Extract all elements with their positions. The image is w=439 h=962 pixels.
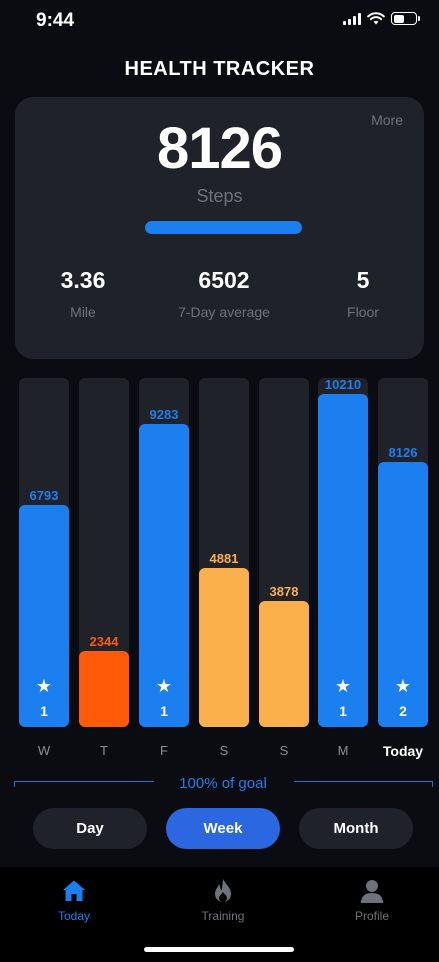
star-icon: ★: [35, 676, 53, 696]
status-time: 9:44: [36, 10, 75, 31]
bar-value-label: 8126: [388, 445, 418, 460]
star-count: 1: [40, 703, 48, 719]
stat-distance: 3.36 Mile: [43, 267, 123, 320]
bar-column[interactable]: 2344: [79, 378, 129, 727]
home-icon: [63, 880, 85, 901]
bottom-tab-bar: Today Training Profile: [0, 867, 439, 962]
tab-label: Profile: [354, 909, 389, 923]
stat-floors: 5 Floor: [323, 267, 403, 320]
steps-label: Steps: [196, 186, 243, 206]
tab-profile[interactable]: Profile: [327, 877, 417, 923]
bar-fill: [378, 462, 428, 727]
steps-summary-card: More 8126 Steps 3.36 Mile 6502 7-Day ave…: [15, 97, 424, 359]
steps-progress-fill: [145, 221, 302, 234]
day-label: Today: [382, 743, 424, 759]
star-count: 1: [160, 703, 168, 719]
star-count: 1: [339, 703, 347, 719]
tab-today[interactable]: Today: [29, 877, 119, 923]
bar-column[interactable]: 8126 ★ 2: [378, 378, 428, 727]
star-icon: ★: [394, 676, 412, 696]
bar-fill: [139, 424, 189, 727]
stat-value: 6502: [198, 267, 250, 293]
star-icon: ★: [334, 676, 352, 696]
bar-value-label: 2344: [89, 634, 119, 649]
stat-label: 7-Day average: [178, 304, 270, 320]
bar-value-label: 3878: [269, 584, 299, 599]
day-label: S: [219, 743, 229, 758]
home-indicator: [144, 947, 294, 952]
tab-label: Today: [57, 909, 91, 923]
bar-fill: [79, 651, 129, 727]
bar-column[interactable]: 4881: [199, 378, 249, 727]
steps-value: 8126: [156, 116, 283, 181]
battery-icon: [391, 12, 420, 25]
day-label: F: [160, 743, 168, 758]
more-link[interactable]: More: [371, 112, 403, 128]
goal-bracket-right: [294, 781, 433, 787]
day-label: W: [37, 743, 51, 758]
person-icon: [361, 880, 383, 903]
bar-column[interactable]: 6793 ★ 1: [19, 378, 69, 727]
cellular-signal-icon: [343, 12, 361, 25]
bar-value-label: 10210: [324, 377, 362, 392]
bar-column[interactable]: 9283 ★ 1: [139, 378, 189, 727]
period-week-button[interactable]: Week: [166, 808, 280, 849]
flame-icon: [215, 879, 231, 902]
stat-label: Floor: [347, 304, 379, 320]
stat-value: 5: [356, 267, 370, 293]
page-title: HEALTH TRACKER: [124, 58, 315, 80]
bar-fill: [259, 601, 309, 727]
bar-column[interactable]: 3878: [259, 378, 309, 727]
period-day-button[interactable]: Day: [33, 808, 147, 849]
day-label: T: [100, 743, 108, 758]
day-label: S: [279, 743, 289, 758]
bar-value-label: 6793: [29, 488, 59, 503]
bar-fill: [318, 394, 368, 727]
goal-percentage-text: 100% of goal: [179, 775, 267, 792]
bar-fill: [19, 505, 69, 727]
day-label: M: [337, 743, 349, 758]
period-month-button[interactable]: Month: [299, 808, 413, 849]
stat-weekly-average: 6502 7-Day average: [149, 267, 299, 320]
stat-label: Mile: [70, 304, 96, 320]
bar-value-label: 4881: [209, 551, 239, 566]
goal-bracket-left: [14, 781, 154, 787]
status-bar: 9:44: [0, 0, 439, 44]
star-icon: ★: [155, 676, 173, 696]
bar-value-label: 9283: [149, 407, 179, 422]
status-icons: [343, 12, 420, 25]
tab-label: Training: [201, 909, 245, 923]
steps-progress-bar: [145, 221, 302, 234]
star-count: 2: [399, 703, 407, 719]
bar-column[interactable]: 10210 ★ 1: [318, 377, 368, 727]
bar-fill: [199, 568, 249, 727]
stat-value: 3.36: [60, 267, 106, 293]
wifi-icon: [367, 12, 385, 25]
tab-training[interactable]: Training: [178, 877, 268, 923]
